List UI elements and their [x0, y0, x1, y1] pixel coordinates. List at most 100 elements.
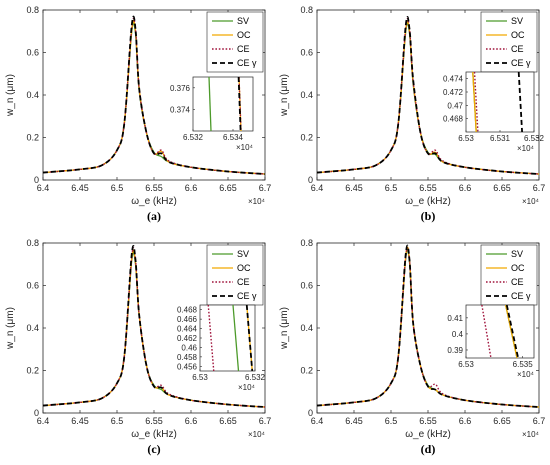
y-tick-label: 0.8 — [300, 238, 313, 248]
inset-series-line — [232, 305, 240, 371]
legend-label: CE γ — [511, 291, 531, 301]
legend-label: CE γ — [237, 291, 257, 301]
inset-y-tick-label: 0.456 — [177, 362, 198, 371]
x-tick-label: 6.55 — [145, 416, 163, 426]
inset-x-tick-label: 6.531 — [490, 134, 511, 143]
y-tick-label: 0.6 — [26, 281, 39, 291]
legend-box — [480, 244, 538, 306]
inset-y-tick-label: 0.374 — [170, 105, 191, 114]
x-tick-label: 6.65 — [219, 416, 237, 426]
inset-zoom-plot: 6.532 6.534 0.374 0.376 ×10⁴ — [170, 76, 254, 152]
inset-x-tick-label: 6.53 — [458, 360, 474, 369]
inset-series-line — [238, 77, 242, 131]
inset-x-tick-label: 6.53 — [192, 373, 208, 382]
inset-x-exponent: ×10⁴ — [517, 370, 535, 379]
x-tick-label: 6.45 — [345, 416, 363, 426]
inset-y-tick-label: 0.47 — [447, 101, 463, 110]
chart-panel-d: 6.4 6.45 6.5 6.55 6.6 6.65 6.7 0 0.2 0.4 0.6 0.8 ω_e… — [279, 238, 545, 456]
y-tick-label: 0 — [308, 408, 313, 418]
x-axis-label: ω_e (kHz) — [131, 196, 177, 207]
y-tick-label: 0.8 — [300, 5, 313, 15]
legend-label: CE — [237, 277, 250, 287]
x-tick-label: 6.55 — [145, 183, 163, 193]
inset-series-line — [245, 305, 254, 371]
legend-label: OC — [237, 30, 251, 40]
inset-y-tick-label: 0.468 — [177, 306, 198, 315]
legend-label: CE — [511, 44, 524, 54]
inset-series-line — [472, 72, 477, 132]
inset-y-tick-label: 0.474 — [443, 75, 464, 84]
inset-area — [465, 304, 535, 359]
x-exponent-label: ×10⁴ — [248, 197, 266, 206]
x-axis-label: ω_e (kHz) — [405, 196, 451, 207]
legend-label: OC — [511, 30, 525, 40]
y-tick-label: 0.2 — [26, 133, 39, 143]
x-tick-label: 6.45 — [71, 416, 89, 426]
inset-x-exponent: ×10⁴ — [238, 383, 256, 392]
y-tick-label: 0 — [34, 408, 39, 418]
inset-area — [465, 71, 535, 133]
y-tick-label: 0.4 — [300, 323, 313, 333]
legend: SV OC CE CE γ — [206, 11, 264, 73]
x-tick-label: 6.7 — [533, 416, 546, 426]
legend-label: CE — [237, 44, 250, 54]
x-tick-label: 6.4 — [37, 183, 50, 193]
legend: SV OC CE CE γ — [206, 244, 264, 306]
x-tick-label: 6.55 — [419, 416, 437, 426]
inset-series-line — [237, 77, 242, 131]
legend-label: SV — [237, 249, 249, 259]
x-tick-label: 6.4 — [311, 416, 324, 426]
x-exponent-label: ×10⁴ — [248, 430, 266, 439]
x-tick-label: 6.5 — [385, 183, 398, 193]
y-tick-label: 0.4 — [26, 90, 39, 100]
x-tick-label: 6.5 — [111, 183, 124, 193]
x-tick-label: 6.65 — [219, 183, 237, 193]
x-tick-label: 6.65 — [493, 183, 511, 193]
inset-y-tick-label: 0.468 — [443, 115, 464, 124]
inset-x-tick-label: 6.535 — [513, 360, 534, 369]
legend-label: SV — [511, 249, 523, 259]
y-tick-label: 0.2 — [26, 366, 39, 376]
y-tick-label: 0.6 — [300, 48, 313, 58]
inset-y-tick-label: 0.376 — [170, 84, 191, 93]
inset-x-tick-label: 6.53 — [458, 134, 474, 143]
legend-label: SV — [511, 16, 523, 26]
x-tick-label: 6.7 — [533, 183, 546, 193]
series-line-ce-gamma — [42, 15, 266, 175]
x-tick-label: 6.5 — [385, 416, 398, 426]
inset-y-tick-label: 0.4 — [452, 330, 464, 339]
x-tick-label: 6.65 — [493, 416, 511, 426]
inset-y-tick-label: 0.462 — [177, 334, 198, 343]
inset-series-line — [208, 77, 212, 131]
legend-label: CE γ — [237, 58, 257, 68]
x-tick-label: 6.45 — [345, 183, 363, 193]
inset-y-tick-label: 0.41 — [447, 314, 463, 323]
x-tick-label: 6.6 — [185, 416, 198, 426]
inset-series-line — [481, 305, 492, 358]
legend-label: SV — [237, 16, 249, 26]
legend: SV OC CE CE γ — [480, 11, 538, 73]
y-tick-label: 0 — [34, 175, 39, 185]
inset-x-exponent: ×10⁴ — [517, 144, 535, 153]
y-tick-label: 0.4 — [300, 90, 313, 100]
series-line-ce-gamma — [42, 245, 266, 408]
inset-area — [192, 76, 254, 132]
inset-y-tick-label: 0.46 — [181, 343, 197, 352]
inset-y-tick-label: 0.458 — [177, 353, 198, 362]
x-tick-label: 6.6 — [185, 183, 198, 193]
panel-label: (b) — [421, 209, 436, 223]
y-tick-label: 0.6 — [26, 48, 39, 58]
inset-series-line — [517, 72, 523, 132]
y-axis-label: w_n (μm) — [279, 74, 290, 117]
inset-series-line — [207, 305, 215, 371]
y-tick-label: 0.2 — [300, 366, 313, 376]
chart-panel-c: 6.4 6.45 6.5 6.55 6.6 6.65 6.7 0 0.2 0.4 0.6 0.8 ω_e… — [5, 238, 271, 456]
inset-zoom-plot: 6.53 6.535 0.39 0.4 0.41 ×10⁴ — [447, 304, 535, 379]
x-axis-label: ω_e (kHz) — [405, 429, 451, 440]
inset-x-exponent: ×10⁴ — [236, 143, 254, 152]
chart-panel-a: 6.4 6.45 6.5 6.55 6.6 6.65 6.7 0 0.2 0.4 0.6 0.8 ω_e… — [5, 5, 271, 223]
inset-x-tick-label: 6.534 — [223, 133, 244, 142]
x-tick-label: 6.6 — [459, 183, 472, 193]
inset-x-tick-label: 6.532 — [183, 133, 204, 142]
